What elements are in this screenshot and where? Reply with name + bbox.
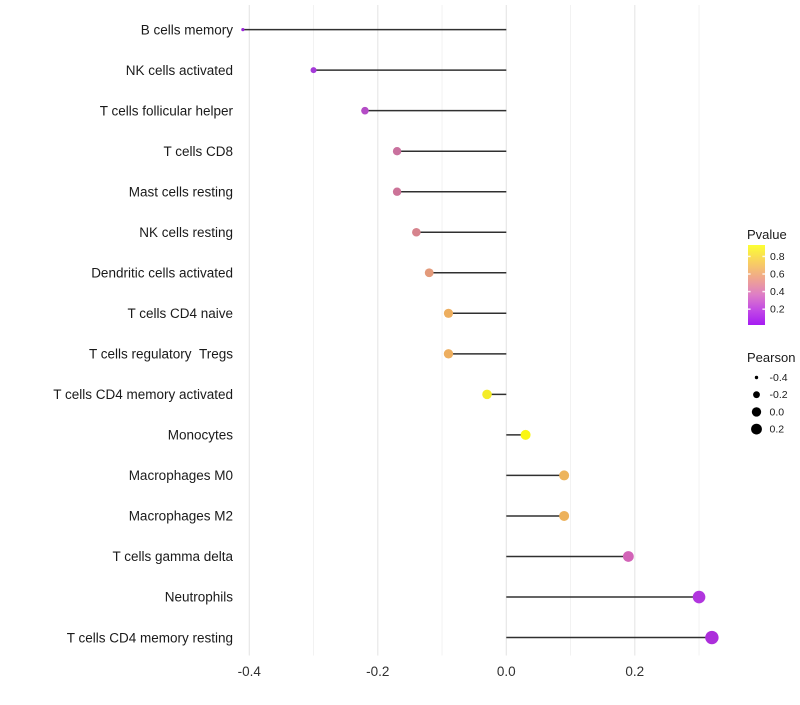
data-point: [559, 470, 570, 481]
category-label: Neutrophils: [165, 590, 234, 605]
pearson-legend-dot: [751, 423, 762, 435]
pearson-legend-dot: [754, 375, 759, 380]
category-label: Mast cells resting: [129, 184, 233, 199]
lollipop-row: T cells regulatory Tregs: [89, 347, 507, 362]
data-point: [692, 590, 706, 604]
x-tick-label: -0.2: [366, 664, 389, 679]
lollipop-row: Macrophages M0: [129, 468, 570, 483]
category-label: T cells gamma delta: [112, 549, 233, 564]
x-tick-label: 0.2: [625, 664, 644, 679]
data-point: [705, 630, 719, 645]
pvalue-colorbar-tick: [748, 290, 751, 293]
pvalue-tick-label: 0.6: [770, 269, 785, 281]
pvalue-tick-label: 0.2: [770, 304, 785, 316]
data-point: [310, 67, 317, 74]
pvalue-colorbar-tick: [748, 308, 751, 310]
pvalue-colorbar-tick: [748, 273, 751, 275]
data-point: [241, 28, 245, 32]
lollipop-row: T cells gamma delta: [112, 549, 634, 564]
pvalue-colorbar-tick: [762, 308, 765, 310]
pearson-legend-dot: [753, 391, 760, 399]
category-label: Dendritic cells activated: [91, 265, 233, 280]
data-point: [361, 106, 369, 115]
pearson-legend-dot: [751, 407, 762, 417]
data-point: [482, 389, 492, 400]
category-label: Macrophages M2: [129, 509, 233, 524]
category-label: T cells CD4 naive: [127, 306, 233, 321]
category-label: T cells regulatory Tregs: [89, 347, 233, 362]
pvalue-legend-title: Pvalue: [747, 227, 787, 242]
data-point: [392, 187, 402, 196]
pearson-legend-label: 0.0: [770, 406, 785, 418]
pvalue-colorbar-tick: [762, 290, 765, 293]
category-label: T cells follicular helper: [100, 103, 234, 118]
category-label: T cells CD4 memory resting: [67, 630, 233, 645]
lollipop-row: Dendritic cells activated: [91, 265, 507, 280]
lollipop-row: T cells CD4 memory resting: [67, 630, 719, 645]
category-label: T cells CD4 memory activated: [53, 387, 233, 402]
pvalue-tick-label: 0.4: [770, 286, 785, 298]
lollipop-row: Neutrophils: [165, 590, 706, 605]
pearson-legend-label: -0.4: [770, 372, 788, 384]
lollipop-row: B cells memory: [141, 22, 507, 37]
category-label: B cells memory: [141, 22, 234, 37]
category-label: NK cells activated: [126, 63, 233, 78]
category-label: T cells CD8: [163, 144, 233, 159]
lollipop-row: Mast cells resting: [129, 184, 507, 199]
x-tick-label: -0.4: [238, 664, 262, 679]
lollipop-row: T cells CD8: [163, 144, 507, 159]
x-tick-label: 0.0: [497, 664, 516, 679]
lollipop-row: Macrophages M2: [129, 509, 570, 524]
pvalue-colorbar: [748, 245, 765, 325]
data-point: [392, 146, 402, 156]
category-label: Monocytes: [168, 428, 234, 443]
lollipop-row: T cells CD4 naive: [127, 306, 507, 321]
data-point: [443, 308, 454, 318]
pearson-legend-title: Pearson: [747, 350, 795, 365]
pearson-legend-label: -0.2: [770, 389, 788, 401]
data-point: [520, 429, 531, 440]
pvalue-colorbar-tick: [748, 255, 751, 258]
pearson-legend: Pearson -0.4 -0.2 0.0 0.2: [747, 350, 795, 436]
pvalue-legend: Pvalue 0.8 0.6 0.4 0.2: [747, 227, 787, 325]
data-point: [443, 349, 454, 359]
category-label: NK cells resting: [139, 225, 233, 240]
lollipop-row: Monocytes: [168, 428, 531, 443]
lollipop-row: NK cells activated: [126, 63, 507, 78]
pvalue-tick-label: 0.8: [770, 251, 785, 263]
lollipop-row: T cells follicular helper: [100, 103, 507, 118]
data-point: [622, 551, 634, 562]
data-point: [559, 510, 570, 521]
lollipop-row: NK cells resting: [139, 225, 507, 240]
pvalue-colorbar-tick: [762, 273, 765, 275]
pvalue-colorbar-tick: [762, 255, 765, 258]
data-point: [412, 227, 421, 237]
lollipop-row: T cells CD4 memory activated: [53, 387, 507, 402]
data-point: [424, 268, 434, 278]
category-label: Macrophages M0: [129, 468, 233, 483]
pearson-legend-label: 0.2: [770, 424, 785, 436]
